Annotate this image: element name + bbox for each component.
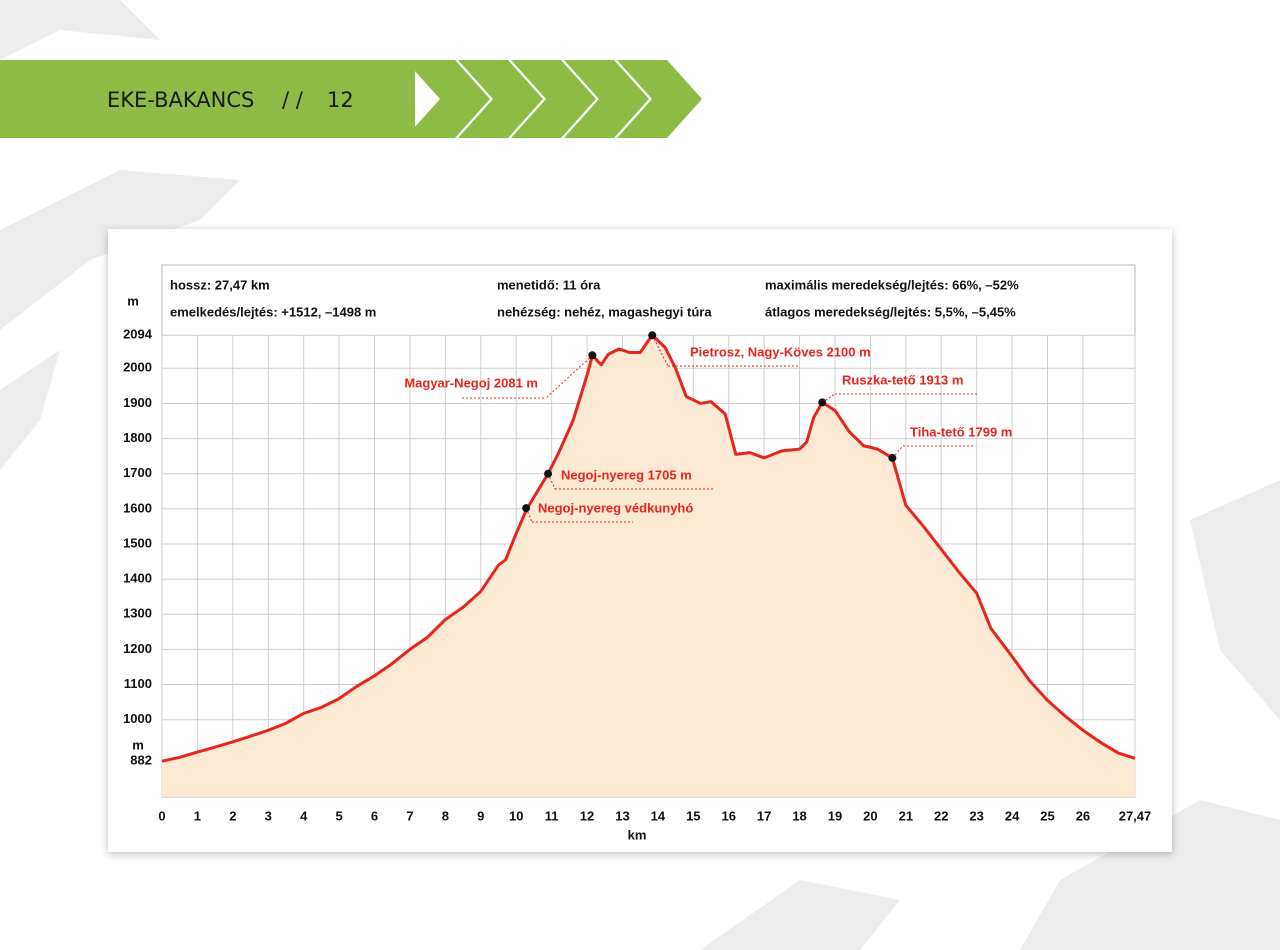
y-tick-label: 1100 [124, 676, 152, 691]
y-tick-label: 1400 [123, 571, 152, 586]
x-tick-label: 9 [477, 808, 484, 823]
annotation-leader [525, 507, 533, 523]
y-tick-label: 882 [130, 753, 152, 768]
annotation-leader [821, 393, 836, 403]
x-tick-label: 22 [934, 808, 948, 823]
y-unit-label: m [132, 737, 144, 752]
elevation-line [161, 333, 1136, 763]
x-tick-label: 14 [651, 808, 666, 823]
x-tick-label: 12 [580, 808, 594, 823]
header-bar [0, 60, 415, 138]
x-tick-label: 24 [1005, 808, 1020, 823]
route-info: emelkedés/lejtés: +1512, –1498 m [170, 304, 376, 319]
x-tick-label: 8 [442, 808, 449, 823]
elevation-area [162, 335, 1135, 797]
summit-label: Negoj-nyereg 1705 m [561, 467, 692, 482]
x-tick-label: 25 [1040, 808, 1054, 823]
x-axis-label: km [628, 827, 647, 842]
annotation-leader [547, 473, 556, 490]
header-page-number: 12 [327, 88, 354, 112]
x-tick-label: 1 [194, 808, 201, 823]
x-tick-label: 6 [371, 808, 378, 823]
route-info: hossz: 27,47 km [170, 277, 270, 292]
x-tick-label: 16 [721, 808, 735, 823]
annotation-leader [545, 354, 593, 399]
annotation-leader [651, 335, 669, 367]
summit-marker [888, 453, 897, 462]
x-tick-label: 5 [335, 808, 342, 823]
summit-label: Tiha-tető 1799 m [910, 424, 1012, 439]
summit-label: Pietrosz, Nagy-Köves 2100 m [690, 344, 871, 359]
y-tick-label: 1000 [123, 711, 152, 726]
summit-marker [588, 351, 597, 360]
x-tick-label: 19 [828, 808, 842, 823]
summit-label: Negoj-nyereg védkunyhó [538, 500, 693, 515]
x-tick-label: 3 [265, 808, 272, 823]
x-tick-label: 18 [792, 808, 806, 823]
route-info: nehézség: nehéz, magashegyi túra [497, 304, 712, 319]
header-title: EKE-BAKANCS [107, 88, 254, 112]
y-tick-label: 1600 [123, 500, 152, 515]
x-tick-label: 4 [300, 808, 308, 823]
y-axis-label: m [127, 293, 139, 308]
y-tick-label: 2094 [123, 327, 153, 342]
x-tick-label: 7 [406, 808, 413, 823]
x-tick-label: 2 [229, 808, 236, 823]
header-chevrons [405, 60, 702, 138]
route-info: átlagos meredekség/lejtés: 5,5%, –5,45% [765, 304, 1016, 319]
y-tick-label: 1900 [123, 395, 152, 410]
summit-marker [818, 398, 827, 407]
route-info: maximális meredekség/lejtés: 66%, –52% [765, 277, 1019, 292]
x-tick-label: 20 [863, 808, 877, 823]
x-tick-label: 11 [545, 808, 559, 823]
y-tick-label: 1500 [123, 535, 152, 550]
summit-label: Magyar-Negoj 2081 m [404, 375, 538, 390]
y-tick-label: 1200 [123, 641, 152, 656]
summit-marker [544, 469, 553, 478]
y-tick-label: 2000 [123, 360, 152, 375]
x-tick-label: 26 [1076, 808, 1090, 823]
summit-label: Ruszka-tető 1913 m [842, 372, 963, 387]
y-tick-label: 1800 [123, 430, 152, 445]
annotation-leader [891, 445, 904, 459]
x-tick-label: 17 [757, 808, 771, 823]
summit-marker [522, 504, 531, 513]
route-info: menetidő: 11 óra [497, 277, 601, 292]
summit-marker [648, 331, 657, 340]
x-tick-label: 13 [615, 808, 629, 823]
x-tick-label: 23 [969, 808, 983, 823]
x-tick-label: 27,47 [1119, 808, 1152, 823]
x-tick-label: 0 [158, 808, 165, 823]
x-tick-label: 15 [686, 808, 700, 823]
y-tick-label: 1300 [123, 606, 152, 621]
header-separator: / / [282, 88, 304, 112]
y-tick-label: 1700 [123, 465, 152, 480]
x-tick-label: 10 [509, 808, 523, 823]
x-tick-label: 21 [899, 808, 913, 823]
